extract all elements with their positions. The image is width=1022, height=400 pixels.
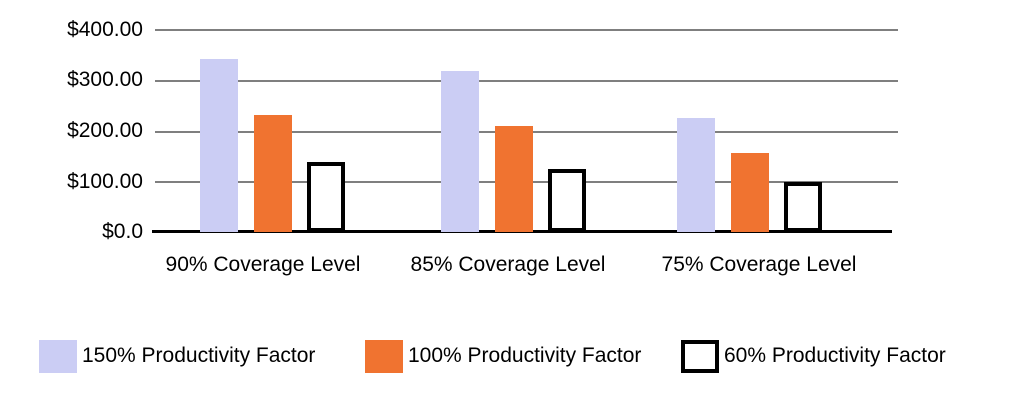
- bar-group-75-coverage: [677, 29, 823, 232]
- bar-60pf-85cl: [548, 168, 586, 232]
- bar-150pf-90cl: [200, 59, 238, 232]
- bar-100pf-90cl: [254, 115, 292, 232]
- x-axis-label-85-coverage: 85% Coverage Level: [410, 253, 606, 276]
- y-axis-tick-label: $200.00: [67, 119, 143, 142]
- legend-label: 100% Productivity Factor: [408, 344, 642, 367]
- legend-item-150-productivity: 150% Productivity Factor: [39, 339, 315, 373]
- bar-60pf-75cl: [784, 182, 822, 232]
- y-axis-tick-label: $300.00: [67, 68, 143, 91]
- bar-100pf-75cl: [731, 152, 769, 232]
- legend-swatch-150-productivity: [39, 339, 77, 373]
- bar-group-85-coverage: [441, 29, 587, 232]
- bar-150pf-85cl: [441, 70, 479, 232]
- x-axis-label-75-coverage: 75% Coverage Level: [661, 253, 857, 276]
- gridline-400: [155, 29, 898, 31]
- legend-label: 60% Productivity Factor: [724, 344, 946, 367]
- bar-group-90-coverage: [200, 29, 346, 232]
- y-axis-tick-label: $400.00: [67, 18, 143, 41]
- gridline-300: [155, 79, 898, 82]
- bar-150pf-75cl: [677, 117, 715, 232]
- legend-label: 150% Productivity Factor: [82, 344, 316, 367]
- legend-swatch-60-productivity: [681, 339, 719, 373]
- bar-60pf-90cl: [307, 161, 345, 232]
- y-axis-tick-label: $0.0: [102, 220, 143, 243]
- legend-swatch-100-productivity: [365, 339, 403, 373]
- legend-item-100-productivity: 100% Productivity Factor: [365, 339, 641, 373]
- bar-100pf-85cl: [495, 125, 533, 232]
- y-axis-tick-label: $100.00: [67, 170, 143, 193]
- plot-area: [152, 29, 898, 233]
- x-axis-label-90-coverage: 90% Coverage Level: [165, 253, 361, 276]
- legend-item-60-productivity: 60% Productivity Factor: [681, 339, 946, 373]
